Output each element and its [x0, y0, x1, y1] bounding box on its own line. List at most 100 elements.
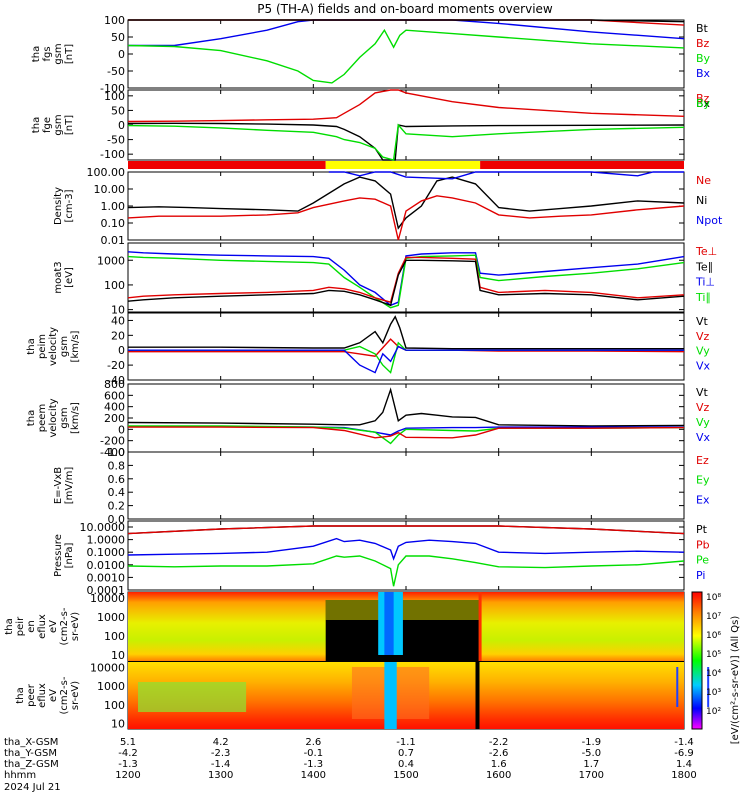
y-axis-label: en — [26, 620, 37, 633]
x-row-value: 5.1 — [120, 737, 136, 748]
y-tick-label: 10 — [111, 304, 125, 317]
y-axis-label: gsm — [53, 114, 64, 135]
y-axis-label: tha — [26, 338, 37, 354]
y-axis-label: fge — [42, 117, 53, 133]
spectrogram-gap — [475, 662, 480, 729]
y-tick-label: 0 — [118, 423, 125, 436]
series-fgs-By — [127, 28, 685, 84]
x-row-value: 0.4 — [398, 759, 414, 770]
series-fge-Bz — [127, 89, 685, 123]
mode-bar-segment — [128, 161, 326, 169]
y-axis-label: [nT] — [64, 44, 75, 64]
colorbar: 10⁸ 10⁷ 10⁶ 10⁵ 10⁴ 10³ 10² [eV/(cm²-s-sr-eV)] … — [691, 591, 741, 744]
series-peim-Vx — [128, 345, 684, 374]
y-tick-label: 0.01 — [101, 234, 126, 247]
y-axis-label: eV — [48, 620, 59, 633]
y-axis-label: tha — [31, 46, 42, 62]
y-tick-label: 1.0 — [108, 446, 126, 459]
y-tick-label: 100 — [104, 90, 125, 103]
y-tick-label: 1.00 — [101, 200, 126, 213]
x-row-value: 1400 — [301, 770, 326, 781]
x-row-value: 1800 — [671, 770, 696, 781]
colorbar-scale — [691, 591, 703, 730]
legend-Vx: Vx — [696, 431, 711, 444]
y-axis-label: peer — [26, 683, 37, 707]
y-tick-label: 600 — [104, 389, 125, 402]
legend-Vz: Vz — [696, 401, 710, 414]
y-axis-label: [nT] — [64, 115, 75, 135]
legend-Npot: Npot — [696, 214, 723, 227]
y-axis-label: gsm — [59, 407, 70, 428]
y-tick-label: 1000 — [97, 680, 125, 693]
y-tick-label: -50 — [107, 65, 125, 78]
x-row-label: tha_X-GSM — [4, 737, 58, 748]
x-row-value: 1200 — [115, 770, 140, 781]
series-temp-Ti∥ — [127, 254, 685, 309]
y-tick-label: 0 — [118, 119, 125, 132]
legend-Pt: Pt — [696, 523, 708, 536]
y-axis-label: velocity — [48, 327, 59, 366]
y-axis-label: sr-eV) — [70, 612, 81, 641]
x-row-value: -5.0 — [582, 748, 602, 759]
x-row-value: 1600 — [486, 770, 511, 781]
mode-bar-segment — [480, 161, 684, 169]
panel-frame — [127, 451, 685, 520]
legend-Vy: Vy — [696, 416, 710, 429]
x-row-value: -1.4 — [674, 737, 694, 748]
y-tick-label: 10000 — [90, 592, 125, 605]
colorbar-tick-label: 10⁴ — [706, 669, 721, 679]
legend-Ez: Ez — [696, 454, 709, 467]
x-row-value: 1300 — [208, 770, 233, 781]
legend-Bz: Bz — [696, 92, 710, 105]
y-tick-label: 0.8 — [108, 459, 126, 472]
y-tick-label: -20 — [107, 359, 125, 372]
y-tick-label: 10000 — [90, 662, 125, 675]
series-peim-Vt — [128, 315, 684, 350]
series-peem-Vt — [127, 387, 685, 427]
mode-bar — [128, 161, 684, 169]
y-tick-label: 1000 — [97, 611, 125, 624]
legend-Pi: Pi — [696, 569, 705, 582]
x-row-label: hhmm — [4, 770, 36, 781]
y-axis-label: [eV] — [64, 267, 75, 288]
panel-efield: 1.00.80.60.40.20.0 E=-VxB [mV/m] Ez Ey Ex — [53, 446, 710, 526]
y-axis-label: [cm-3] — [64, 189, 75, 222]
y-tick-label: -100 — [100, 148, 125, 161]
legend-Pe: Pe — [696, 554, 709, 567]
spectrogram-edge — [478, 592, 482, 661]
figure-title: P5 (TH-A) fields and on-board moments ov… — [257, 2, 553, 16]
y-axis-label: (cm2-s- — [59, 607, 70, 645]
panel-frame — [127, 242, 685, 313]
panel-temp: 1000 100 10 moat3 [eV] Te⊥ Te∥ Ti⊥ Ti∥ — [53, 242, 717, 317]
legend-Ti⊥: Ti⊥ — [695, 276, 715, 289]
legend-Pb: Pb — [696, 538, 710, 551]
y-tick-label: 100 — [104, 14, 125, 27]
x-row-value: -2.3 — [211, 748, 231, 759]
panel-frame — [127, 171, 685, 241]
y-tick-label: 400 — [104, 401, 125, 414]
x-row-value: -1.9 — [582, 737, 602, 748]
series-density-Ni — [127, 176, 685, 230]
legend-Bx: Bx — [696, 97, 711, 110]
y-axis-label: [km/s] — [70, 402, 81, 434]
y-tick-label: 1.0000 — [87, 534, 126, 547]
y-axis-label: (cm2-s- — [59, 676, 70, 714]
legend-Vx: Vx — [696, 359, 711, 372]
x-row-label: tha_Y-GSM — [4, 748, 57, 759]
x-row-value: -1.3 — [304, 759, 324, 770]
legend-Vz: Vz — [696, 330, 710, 343]
x-row-value: -1.1 — [396, 737, 416, 748]
spectrogram-spike — [707, 667, 710, 707]
legend-Vy: Vy — [696, 345, 710, 358]
spectrogram-core-dark — [384, 592, 394, 655]
legend-Ex: Ex — [696, 493, 710, 506]
x-row-value: 2.6 — [305, 737, 321, 748]
colorbar-tick-label: 10⁸ — [706, 593, 721, 603]
legend-Ey: Ey — [696, 474, 710, 487]
spectrogram-peir — [128, 592, 684, 661]
x-row-value: 1.4 — [676, 759, 692, 770]
spectrogram-band — [138, 682, 247, 712]
